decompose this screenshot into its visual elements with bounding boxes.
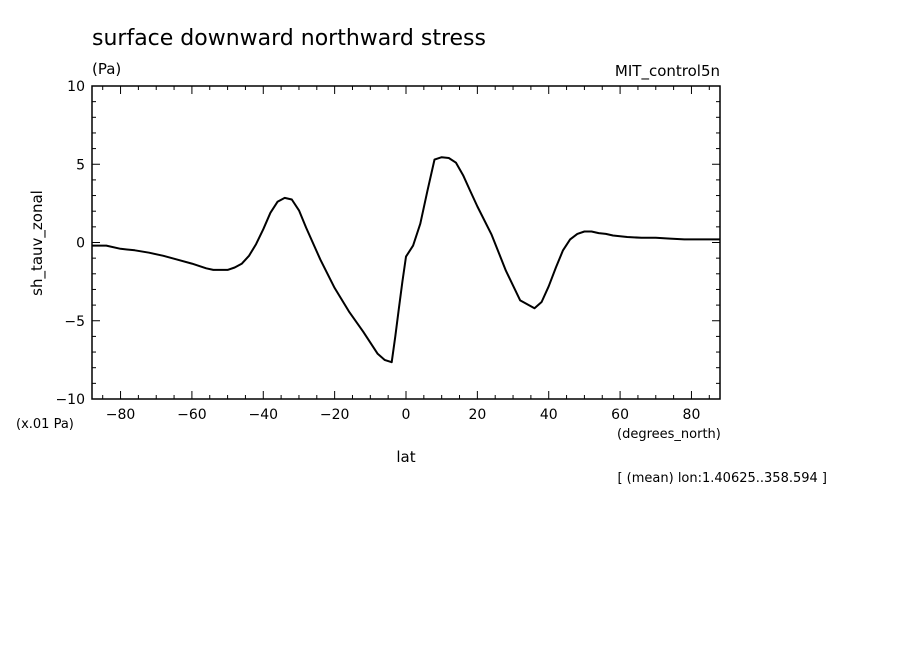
y-scale-label: (x.01 Pa) xyxy=(16,417,74,432)
x-tick-label: 40 xyxy=(540,407,558,423)
dataset-label: MIT_control5n xyxy=(615,62,720,81)
x-tick-label: −20 xyxy=(320,407,350,423)
x-tick-label: 60 xyxy=(611,407,629,423)
chart-title: surface downward northward stress xyxy=(92,26,486,51)
y-axis-label: sh_tauv_zonal xyxy=(28,190,47,296)
x-units-label: (degrees_north) xyxy=(617,427,721,442)
x-tick-label: 20 xyxy=(468,407,486,423)
x-axis-label: lat xyxy=(396,448,415,466)
y-tick-label: −10 xyxy=(55,392,85,408)
y-tick-label: 10 xyxy=(67,79,85,95)
x-tick-label: 0 xyxy=(402,407,411,423)
units-label: (Pa) xyxy=(92,60,121,78)
x-tick-label: 80 xyxy=(683,407,701,423)
y-tick-label: 0 xyxy=(76,236,85,252)
plot-frame xyxy=(91,85,721,400)
x-tick-label: −40 xyxy=(248,407,278,423)
y-tick-label: −5 xyxy=(64,314,85,330)
axes-group: −80 −60 −40 −20 0 20 40 60 80 −10 −5 0 5 10 xyxy=(55,79,720,423)
series-line xyxy=(92,156,720,364)
x-tick-label: −60 xyxy=(177,407,207,423)
x-tick-label: −80 xyxy=(106,407,136,423)
y-tick-label: 5 xyxy=(76,157,85,173)
footnote: [ (mean) lon:1.40625..358.594 ] xyxy=(617,471,827,486)
